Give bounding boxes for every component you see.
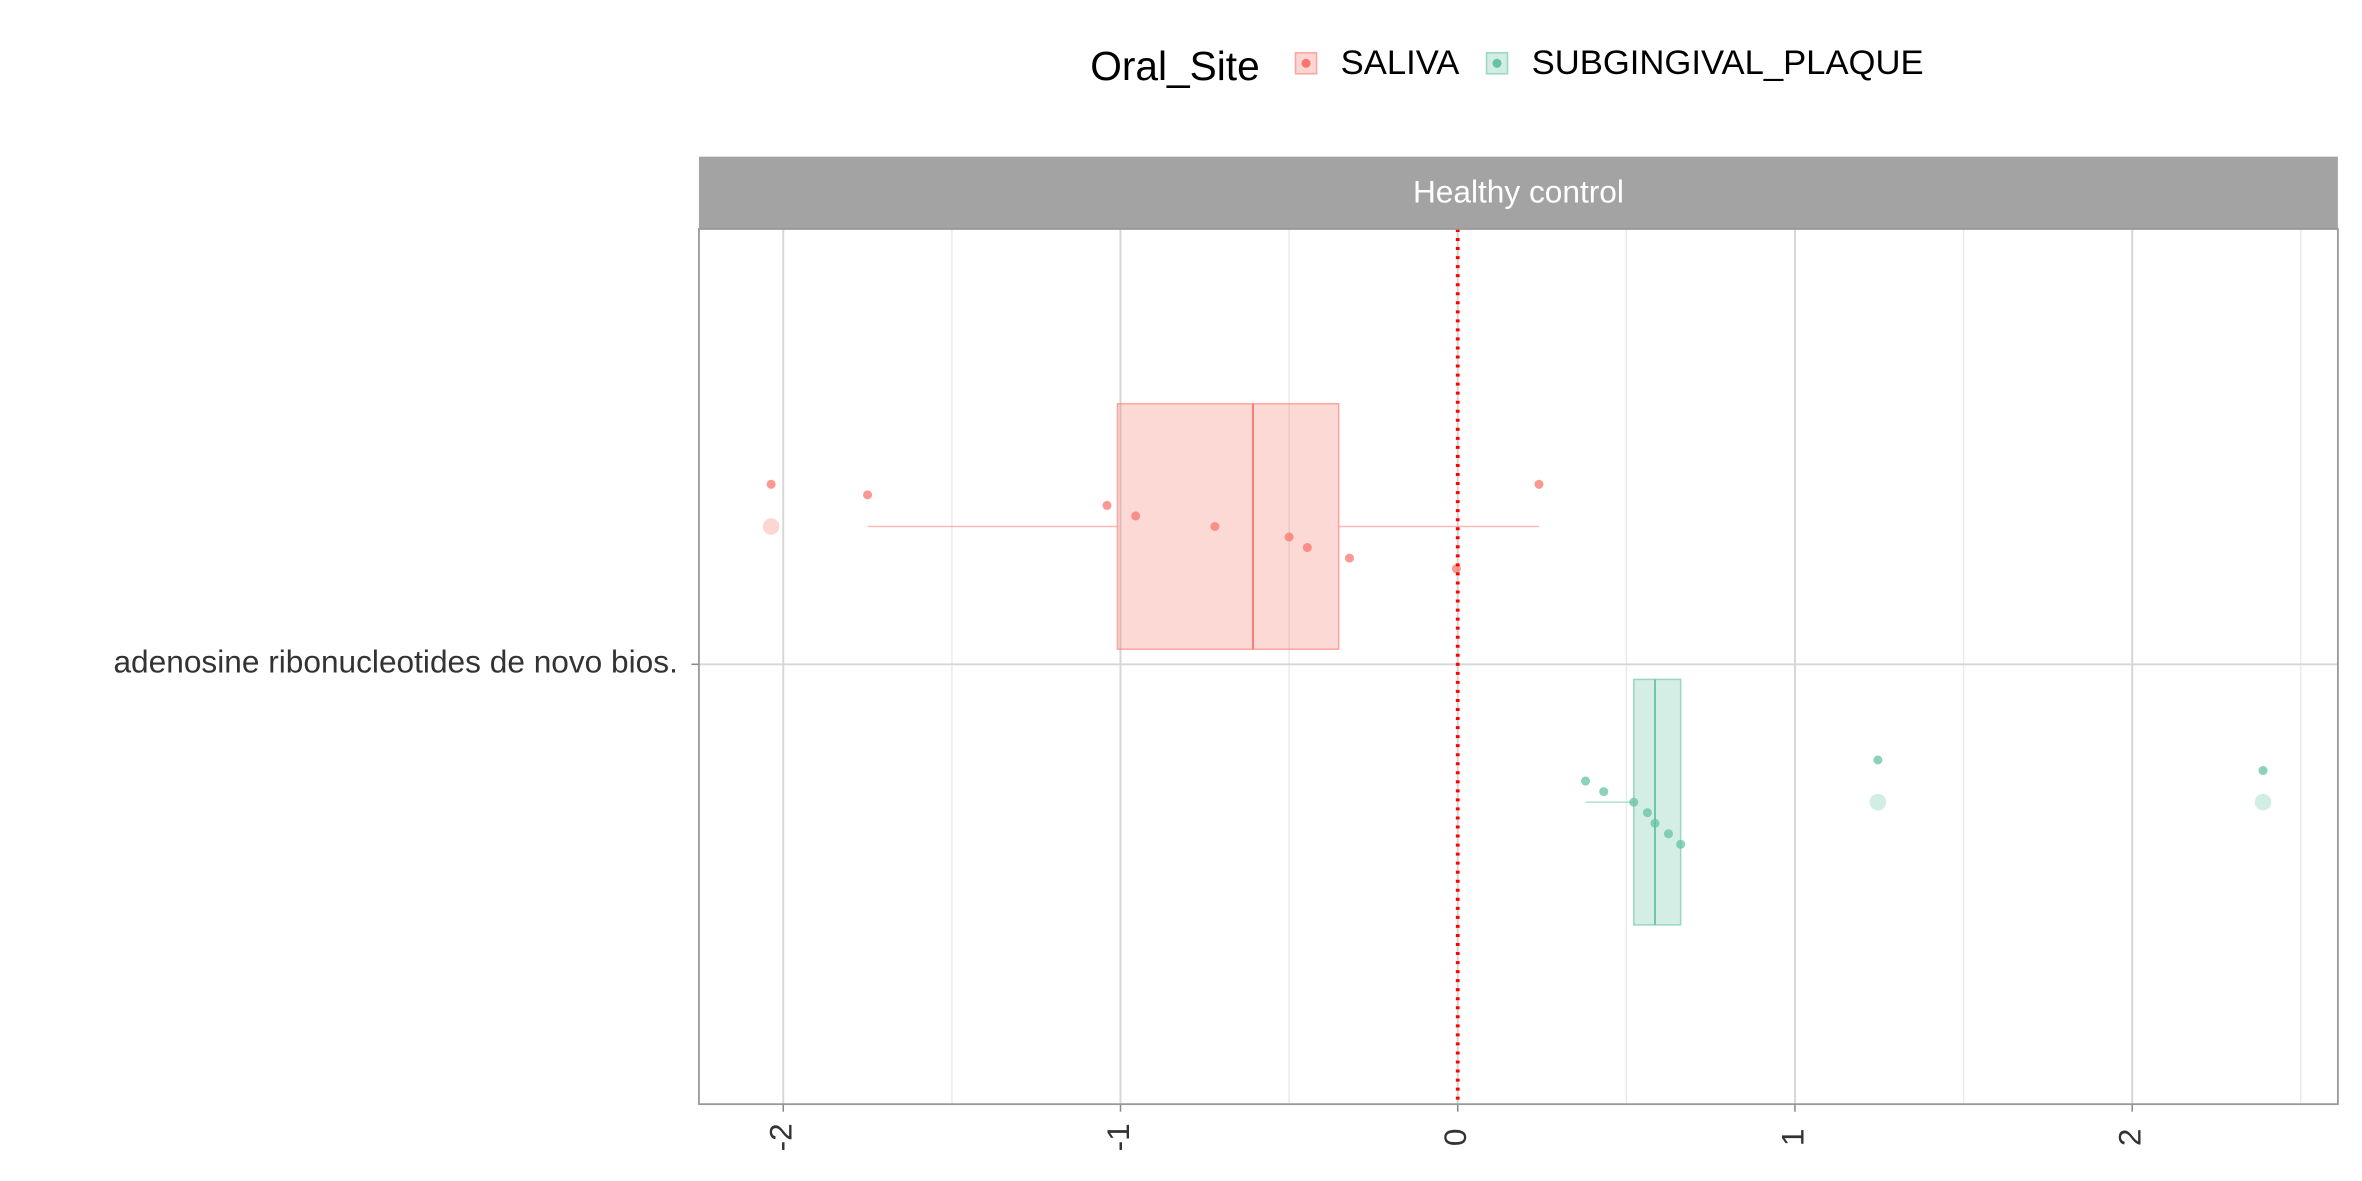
point <box>766 479 776 489</box>
panel-border <box>698 228 2339 1106</box>
point <box>1629 797 1639 807</box>
facet-title: Healthy control <box>1413 174 1624 210</box>
point <box>1284 532 1294 542</box>
point <box>1534 479 1544 489</box>
outlier <box>1869 793 1887 811</box>
x-tick-label: 2 <box>2112 1129 2148 1147</box>
point <box>1642 808 1652 818</box>
outlier <box>762 518 780 535</box>
x-tick-label: -1 <box>1100 1123 1136 1151</box>
legend-title: Oral_Site <box>1090 43 1259 89</box>
point <box>1663 829 1674 839</box>
x-tick-label: 1 <box>1774 1129 1810 1147</box>
point <box>1210 521 1220 531</box>
point <box>2258 765 2268 776</box>
point <box>1676 839 1686 849</box>
point <box>1599 787 1609 797</box>
box <box>1633 678 1682 926</box>
legend-key-point <box>1301 58 1311 68</box>
legend-key-point <box>1492 58 1502 68</box>
facet-strip <box>698 156 2338 229</box>
x-tick-label: -2 <box>763 1123 799 1151</box>
point <box>1581 776 1591 786</box>
y-tick-label: adenosine ribonucleotides de novo bios. <box>113 644 677 680</box>
outlier <box>2254 793 2272 811</box>
x-tick-label: 0 <box>1437 1129 1473 1147</box>
box <box>1116 402 1340 651</box>
point <box>1873 755 1883 765</box>
point <box>1344 553 1354 563</box>
point <box>863 490 873 500</box>
point <box>1131 511 1141 521</box>
legend-label: SUBGINGIVAL_PLAQUE <box>1532 44 1924 82</box>
legend-label: SALIVA <box>1341 44 1461 82</box>
point <box>1650 818 1660 828</box>
point <box>1102 500 1112 510</box>
point <box>1302 543 1312 553</box>
